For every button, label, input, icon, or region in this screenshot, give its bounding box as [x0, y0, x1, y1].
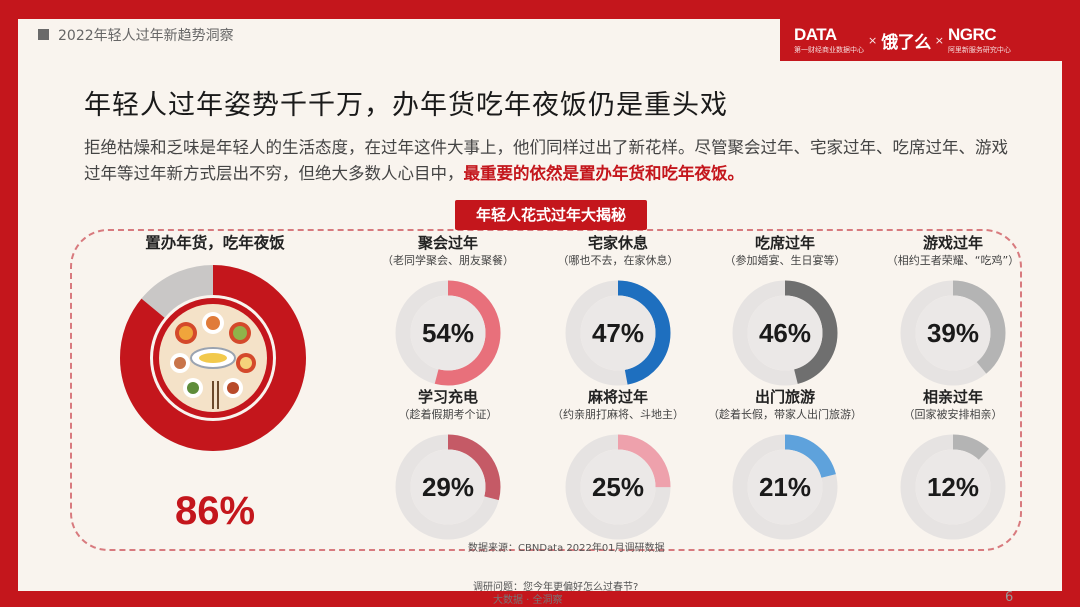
activity-donut: 21%: [732, 434, 838, 540]
activity-item: 相亲过年 （回家被安排相亲） 12%: [868, 387, 1038, 542]
activity-sublabel: （趁着假期考个证）: [398, 408, 498, 421]
donut-arc: [395, 280, 501, 386]
featured-label: 置办年货，吃年夜饭: [145, 234, 285, 252]
cbndata-logo: DATA 第一财经商业数据中心: [794, 25, 864, 54]
donut-center: [747, 449, 823, 525]
activity-donut: 12%: [900, 434, 1006, 540]
activity-sublabel: （趁着长假，带家人出门旅游）: [708, 408, 862, 421]
section-title: 2022年轻人过年新趋势洞察: [58, 28, 234, 44]
activity-item: 游戏过年 （相约王者荣耀、“吃鸡”） 39%: [868, 233, 1038, 388]
activity-label: 聚会过年: [417, 234, 478, 252]
activity-label: 相亲过年: [922, 388, 983, 406]
donut-arc: [565, 280, 671, 386]
activity-item: 学习充电 （趁着假期考个证） 29%: [363, 387, 533, 542]
activity-percent: 25%: [592, 472, 644, 502]
activity-sublabel: （回家被安排相亲）: [903, 408, 1003, 421]
activity-label: 游戏过年: [922, 234, 983, 252]
activity-label: 麻将过年: [587, 388, 648, 406]
donut-center: [915, 295, 991, 371]
featured-donut: [120, 265, 306, 451]
donut-center: [410, 449, 486, 525]
activity-percent: 54%: [422, 318, 474, 348]
activity-sublabel: （哪也不去，在家休息）: [557, 254, 679, 267]
activity-donut: 29%: [395, 434, 501, 540]
page-title: 年轻人过年姿势千千万，办年货吃年夜饭仍是重头戏: [84, 90, 728, 121]
featured-arc: [120, 265, 306, 451]
activity-percent: 21%: [759, 472, 811, 502]
activity-item: 聚会过年 （老同学聚会、朋友聚餐） 54%: [363, 233, 533, 388]
donut-arc: [900, 280, 1006, 386]
feast-table-icon: [153, 298, 273, 418]
description-text: 拒绝枯燥和乏味是年轻人的生活态度，在过年这件大事上，他们同样过出了新花样。尽管聚…: [84, 138, 1008, 183]
donut-arc: [565, 434, 671, 540]
activity-percent: 39%: [927, 318, 979, 348]
logo-separator: ×: [934, 33, 944, 47]
activity-sublabel: （参加婚宴、生日宴等）: [724, 254, 846, 267]
activity-percent: 29%: [422, 472, 474, 502]
donut-arc: [900, 434, 1006, 540]
panel-frame: [70, 229, 1022, 551]
eleme-logo: 饿了么: [881, 32, 931, 52]
activity-donut: 46%: [732, 280, 838, 386]
activity-sublabel: （老同学聚会、朋友聚餐）: [382, 254, 514, 267]
donut-arc: [732, 280, 838, 386]
activity-sublabel: （约亲朋打麻将、斗地主）: [552, 408, 684, 421]
activity-donut: 25%: [565, 434, 671, 540]
activity-donut: 47%: [565, 280, 671, 386]
data-source: 数据来源：CBNData 2022年01月调研数据: [468, 543, 665, 554]
activity-label: 吃席过年: [754, 234, 815, 252]
donut-arc: [395, 434, 501, 540]
activity-percent: 12%: [927, 472, 979, 502]
donut-center: [580, 295, 656, 371]
logo-separator: ×: [868, 33, 878, 47]
activity-sublabel: （相约王者荣耀、“吃鸡”）: [886, 254, 1020, 267]
ngrc-logo: NGRC 阿里新服务研究中心: [947, 25, 1011, 54]
activity-label: 出门旅游: [754, 388, 815, 406]
activity-percent: 47%: [592, 318, 644, 348]
donut-center: [410, 295, 486, 371]
activity-item: 麻将过年 （约亲朋打麻将、斗地主） 25%: [533, 387, 703, 542]
donut-center: [915, 449, 991, 525]
header-square-icon: [38, 29, 49, 40]
donut-center: [747, 295, 823, 371]
survey-question: 调研问题：您今年更偏好怎么过春节?: [473, 582, 639, 593]
activity-donut: 39%: [900, 280, 1006, 386]
description: 拒绝枯燥和乏味是年轻人的生活态度，在过年这件大事上，他们同样过出了新花样。尽管聚…: [84, 135, 1024, 187]
activity-item: 吃席过年 （参加婚宴、生日宴等） 46%: [700, 233, 870, 388]
panel-label: 年轻人花式过年大揭秘: [455, 200, 647, 230]
partner-logo-bar: DATA 第一财经商业数据中心 × 饿了么 × NGRC 阿里新服务研究中心: [780, 19, 1062, 61]
activity-label: 宅家休息: [587, 234, 648, 252]
donut-center: [580, 449, 656, 525]
activity-donut: 54%: [395, 280, 501, 386]
activity-item: 出门旅游 （趁着长假，带家人出门旅游） 21%: [700, 387, 870, 542]
activity-item: 宅家休息 （哪也不去，在家休息） 47%: [533, 233, 703, 388]
slide-canvas: 2022年轻人过年新趋势洞察 DATA 第一财经商业数据中心 × 饿了么 × NG…: [18, 19, 1062, 606]
activity-percent: 46%: [759, 318, 811, 348]
donut-arc: [732, 434, 838, 540]
description-highlight: 最重要的依然是置办年货和吃年夜饭。: [463, 164, 745, 183]
activity-label: 学习充电: [417, 388, 478, 406]
featured-percent: 86%: [174, 489, 256, 533]
footer-tagline: 大数据 · 全洞察: [493, 595, 563, 606]
page-number: 6: [1005, 590, 1014, 605]
